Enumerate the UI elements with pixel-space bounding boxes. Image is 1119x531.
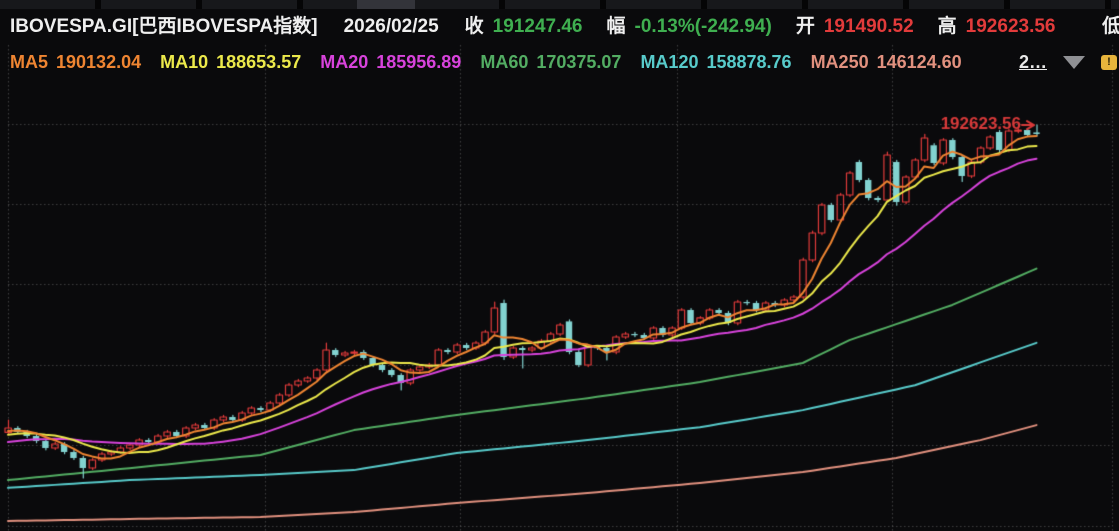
ma-legend-item-2: MA20 185956.89 <box>320 52 461 73</box>
close-label: 收 <box>464 16 484 37</box>
quote-value-1: -0.13%(-242.94) <box>634 16 772 37</box>
ma10-label: MA10 <box>160 52 209 72</box>
window-tab-strip <box>0 0 1119 9</box>
quote-value-0: 191247.46 <box>492 16 583 37</box>
ma5-label: MA5 <box>10 52 49 72</box>
ma-legend-item-5: MA250 146124.60 <box>811 52 962 73</box>
symbol-title: IBOVESPA.GI[巴西IBOVESPA指数] <box>10 16 318 37</box>
ma60-label: MA60 <box>480 52 529 72</box>
dropdown-triangle-icon[interactable] <box>1063 56 1085 69</box>
quote-open: 开 191490.52 <box>796 11 914 38</box>
ma10-value: 188653.57 <box>216 52 302 72</box>
period-more-link[interactable]: 2… <box>1018 52 1047 72</box>
ma60-value: 170375.07 <box>536 52 622 72</box>
quote-change: 幅 -0.13%(-242.94) <box>607 11 772 38</box>
quote-value-2: 191490.52 <box>823 16 914 37</box>
ma-legend-item-3: MA60 170375.07 <box>480 52 621 73</box>
ma-legend: MA5 190132.04 MA10 188653.57 MA20 185956.89… <box>10 52 1117 73</box>
ma250-label: MA250 <box>810 52 869 72</box>
ma-legend-item-0: MA5 190132.04 <box>10 52 141 73</box>
change-label: 幅 <box>606 16 626 37</box>
quote-value-3: 192623.56 <box>965 16 1056 37</box>
ma-legend-item-1: MA10 188653.57 <box>160 52 301 73</box>
ma120-label: MA120 <box>640 52 699 72</box>
quote-header: IBOVESPA.GI[巴西IBOVESPA指数] 2026/02/25 收 19… <box>10 11 1080 38</box>
high-label: 高 <box>937 16 957 37</box>
ma20-value: 185956.89 <box>376 52 462 72</box>
ma120-value: 158878.76 <box>706 52 792 72</box>
active-window-tab[interactable] <box>357 0 415 9</box>
ma5-value: 190132.04 <box>56 52 142 72</box>
legend-right-controls: 2… ! <box>1018 52 1117 73</box>
alert-badge-icon[interactable]: ! <box>1101 55 1117 70</box>
ma250-value: 146124.60 <box>876 52 962 72</box>
quote-high: 高 192623.56 <box>938 11 1056 38</box>
ma-legend-item-4: MA120 158878.76 <box>640 52 791 73</box>
ma20-label: MA20 <box>320 52 369 72</box>
quote-close: 收 191247.46 <box>465 11 583 38</box>
low-label-clipped: 低 <box>1102 16 1119 37</box>
quote-date: 2026/02/25 <box>343 16 439 37</box>
open-label: 开 <box>795 16 815 37</box>
